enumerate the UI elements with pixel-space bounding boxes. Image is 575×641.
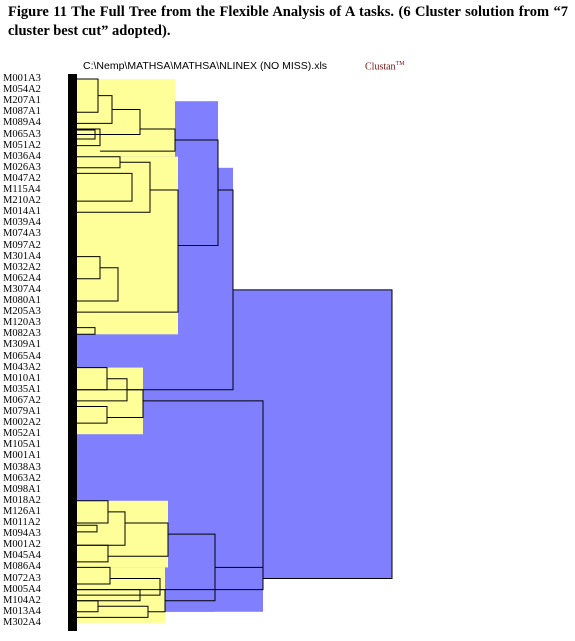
leaf-label: M001A3: [3, 73, 41, 84]
file-path: C:\Nemp\MATHSA\MATHSA\NLINEX (NO MISS).x…: [83, 60, 328, 72]
leaf-label: M054A2: [3, 84, 41, 96]
leaf-label: M039A4: [3, 217, 41, 229]
leaf-label: M065A3: [3, 128, 41, 140]
leaf-label: M051A2: [3, 139, 41, 151]
leaf-label: M080A1: [3, 295, 41, 306]
leaf-label: M307A4: [3, 283, 41, 295]
link: [77, 267, 119, 302]
leaf-label: M067A2: [3, 394, 41, 406]
leaf-label: M072A3: [3, 572, 41, 584]
leaf-label: M089A4: [3, 117, 41, 129]
clustan-logo: ClustanTM: [365, 61, 405, 72]
leaf-label: M104A2: [3, 594, 41, 606]
leaf-label: M005A4: [3, 583, 41, 595]
link: [77, 172, 133, 202]
link: [77, 128, 101, 147]
leaf-label: M126A1: [3, 505, 41, 517]
leaf-label: M032A2: [3, 261, 41, 273]
link: [77, 189, 179, 313]
leaf-label: M063A2: [3, 472, 41, 484]
leaf-label: M309A1: [3, 339, 41, 351]
leaf-label: M074A3: [3, 228, 41, 240]
leaf-label: M115A4: [3, 184, 41, 195]
leaf-label: M014A1: [3, 206, 41, 218]
leaf-label: M079A1: [3, 406, 41, 417]
leaf-label: M098A1: [3, 483, 41, 495]
link: [77, 109, 141, 135]
leaf-label: M018A2: [3, 494, 41, 506]
link: [107, 389, 144, 419]
leaf-label: M207A1: [3, 95, 41, 107]
link: [77, 544, 109, 563]
link: [77, 129, 96, 140]
figure-caption: Figure 11 The Full Tree from the Flexibl…: [8, 4, 568, 39]
leaf-label: M065A4: [3, 350, 41, 362]
leaf-label: M205A3: [3, 306, 41, 318]
leaf-label: M045A4: [3, 550, 41, 562]
dendrogram-fills: [77, 79, 392, 623]
leaf-label: M210A2: [3, 195, 41, 207]
link: [175, 139, 219, 246]
leaf-label: M036A4: [3, 150, 41, 162]
leaf-label: M010A1: [3, 372, 41, 384]
leaf-label: M062A4: [3, 272, 41, 284]
leaf-label: M097A2: [3, 239, 41, 251]
leaf-label: M043A2: [3, 361, 41, 373]
cluster-fill: [77, 79, 175, 157]
dendrogram-links: [77, 78, 393, 618]
leaf-label: M038A3: [3, 461, 41, 473]
leaf-label: M052A1: [3, 428, 41, 440]
leaf-axis-bar: [68, 74, 77, 631]
cluster-fill: [77, 156, 178, 335]
leaf-label: M001A2: [3, 539, 41, 551]
leaf-label: M087A1: [3, 106, 41, 118]
leaf-label: M026A3: [3, 161, 41, 173]
leaf-label: M082A3: [3, 328, 41, 340]
cluster-fill: [77, 500, 168, 568]
leaf-label: M120A3: [3, 317, 41, 329]
leaf-label: M013A4: [3, 605, 41, 617]
leaf-label: M086A4: [3, 561, 41, 573]
link: [77, 566, 111, 585]
leaf-label: M002A2: [3, 417, 41, 429]
leaf-label: M011A2: [3, 517, 41, 528]
leaf-label: M094A3: [3, 528, 41, 540]
leaf-label: M035A1: [3, 383, 41, 395]
brand-mark: TM: [395, 61, 405, 67]
leaf-label: M105A1: [3, 439, 41, 451]
link: [77, 578, 161, 596]
leaf-label: M001A1: [3, 450, 41, 462]
leaf-label: M047A2: [3, 172, 41, 184]
leaf-label: M301A4: [3, 250, 41, 262]
link: [77, 589, 141, 602]
brand-name: Clustan: [365, 61, 396, 73]
link: [77, 405, 108, 424]
link: [77, 524, 98, 533]
link: [77, 161, 151, 213]
link: [233, 289, 393, 579]
link: [77, 327, 96, 335]
link: [108, 522, 169, 557]
leaf-label: M302A4: [3, 616, 41, 628]
